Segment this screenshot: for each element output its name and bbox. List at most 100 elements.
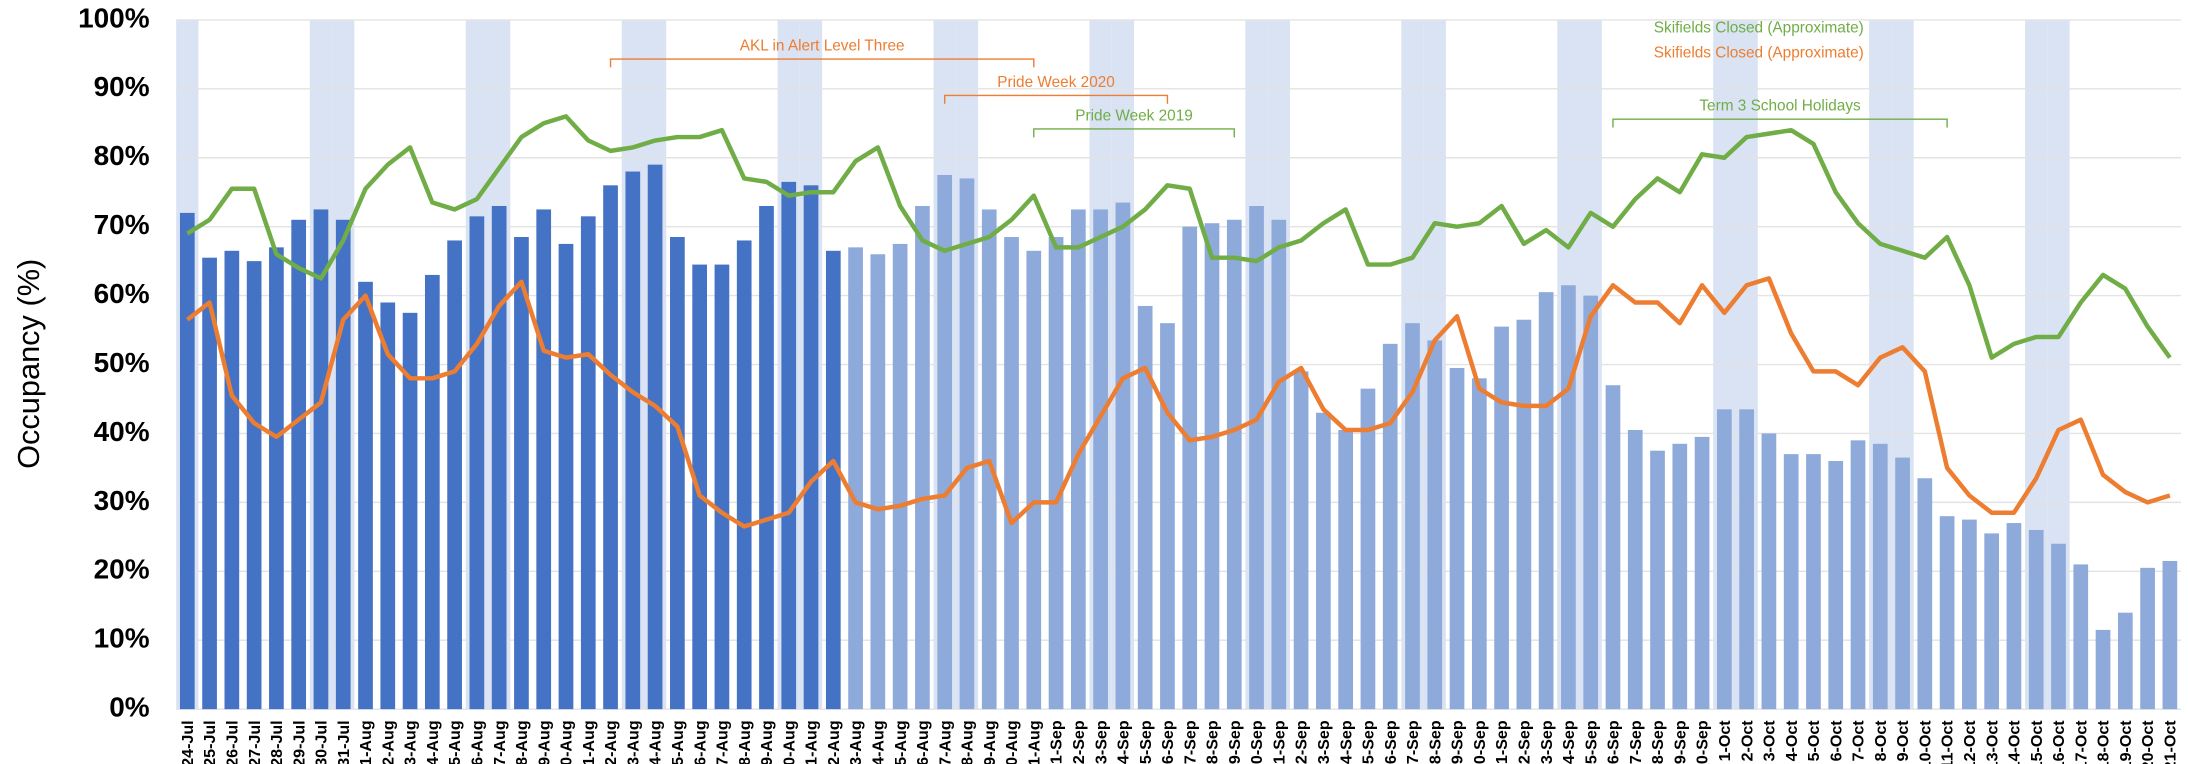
x-tick-label: 20-Sep bbox=[1471, 720, 1489, 764]
bar bbox=[1093, 209, 1108, 710]
x-tick-label: 5-Sep bbox=[1137, 720, 1155, 764]
bar bbox=[580, 216, 596, 710]
x-tick-label: 1-Sep bbox=[1048, 720, 1066, 764]
bar bbox=[1716, 409, 1732, 710]
x-tick-label: 19-Aug bbox=[758, 720, 776, 764]
bar bbox=[2006, 523, 2022, 710]
x-tick-label: 9-Sep bbox=[1226, 720, 1244, 764]
x-tick-label: 10-Sep bbox=[1248, 720, 1266, 764]
x-tick-label: 30-Aug bbox=[1003, 720, 1021, 764]
bar bbox=[469, 216, 485, 710]
x-tick-label: 2-Oct bbox=[1738, 720, 1756, 762]
bar bbox=[625, 171, 641, 710]
x-tick-label: 27-Sep bbox=[1627, 720, 1645, 764]
y-tick-label: 80% bbox=[94, 140, 150, 171]
x-tick-label: 3-Aug bbox=[402, 720, 420, 764]
bar bbox=[1182, 226, 1198, 710]
bar bbox=[1872, 443, 1888, 710]
x-tick-label: 26-Aug bbox=[914, 720, 932, 764]
bar bbox=[848, 247, 863, 710]
x-tick-label: 2-Aug bbox=[379, 720, 397, 764]
bar bbox=[1226, 219, 1242, 710]
x-tick-label: 8-Aug bbox=[513, 720, 531, 764]
x-tick-label: 18-Oct bbox=[2095, 720, 2113, 764]
bar bbox=[1271, 219, 1287, 710]
bar bbox=[1471, 378, 1487, 710]
bar bbox=[937, 174, 953, 710]
bar bbox=[1338, 430, 1354, 710]
bar bbox=[692, 264, 707, 710]
x-tick-label: 6-Sep bbox=[1159, 720, 1177, 764]
bar bbox=[2140, 567, 2155, 710]
x-tick-label: 29-Sep bbox=[1671, 720, 1689, 764]
x-tick-label: 19-Oct bbox=[2117, 720, 2135, 764]
y-tick-label: 20% bbox=[94, 554, 150, 585]
x-tick-label: 25-Aug bbox=[892, 720, 910, 764]
bar bbox=[1427, 340, 1443, 710]
x-tick-label: 21-Aug bbox=[803, 720, 821, 764]
bar bbox=[892, 243, 908, 710]
bar bbox=[1939, 516, 1955, 710]
bar bbox=[1917, 478, 1933, 710]
y-tick-label: 50% bbox=[94, 347, 150, 378]
y-tick-label: 10% bbox=[94, 623, 150, 654]
bar bbox=[1115, 202, 1131, 710]
bar bbox=[1249, 205, 1264, 710]
bar bbox=[1004, 237, 1019, 710]
bar bbox=[714, 264, 730, 710]
y-tick-label: 30% bbox=[94, 485, 150, 516]
bar bbox=[2051, 543, 2066, 710]
bracket-label: Pride Week 2020 bbox=[997, 74, 1115, 91]
bar bbox=[1739, 409, 1754, 710]
bar bbox=[447, 240, 462, 710]
bar bbox=[603, 185, 618, 710]
bar bbox=[358, 281, 373, 710]
x-tick-label: 22-Sep bbox=[1516, 720, 1534, 764]
x-tick-label: 11-Aug bbox=[580, 720, 598, 764]
x-tick-label: 1-Aug bbox=[357, 720, 375, 764]
bar bbox=[670, 237, 685, 710]
x-tick-label: 15-Sep bbox=[1360, 720, 1378, 764]
bar bbox=[1783, 454, 1799, 710]
bar bbox=[1204, 223, 1220, 710]
x-tick-label: 12-Sep bbox=[1293, 720, 1311, 764]
x-tick-label: 24-Sep bbox=[1560, 720, 1578, 764]
bar bbox=[202, 257, 217, 710]
bracket bbox=[1033, 128, 1235, 138]
x-tick-label: 13-Oct bbox=[1983, 720, 2001, 764]
x-tick-label: 26-Sep bbox=[1605, 720, 1623, 764]
bar bbox=[2028, 529, 2044, 710]
x-tick-label: 2-Sep bbox=[1070, 720, 1088, 764]
x-tick-label: 16-Aug bbox=[691, 720, 709, 764]
x-tick-label: 14-Aug bbox=[647, 720, 665, 764]
x-tick-label: 9-Oct bbox=[1894, 720, 1912, 762]
bar bbox=[1316, 412, 1331, 710]
bar bbox=[1048, 237, 1064, 710]
x-tick-label: 19-Sep bbox=[1449, 720, 1467, 764]
bar bbox=[1962, 519, 1977, 710]
line bbox=[186, 114, 2172, 360]
x-tick-label: 21-Sep bbox=[1493, 720, 1511, 764]
bar bbox=[335, 219, 351, 710]
x-tick-label: 25-Jul bbox=[201, 720, 219, 764]
x-tick-label: 28-Aug bbox=[959, 720, 977, 764]
x-tick-label: 20-Aug bbox=[780, 720, 798, 764]
x-tick-label: 15-Oct bbox=[2028, 720, 2046, 764]
x-tick-label: 14-Sep bbox=[1337, 720, 1355, 764]
x-tick-label: 23-Aug bbox=[847, 720, 865, 764]
y-tick-label: 60% bbox=[94, 278, 150, 309]
bar bbox=[1360, 388, 1376, 710]
bar bbox=[2117, 612, 2133, 710]
bar bbox=[536, 209, 552, 710]
bar bbox=[179, 212, 195, 710]
x-tick-label: 24-Aug bbox=[870, 720, 888, 764]
bar bbox=[781, 181, 797, 710]
x-tick-label: 13-Sep bbox=[1315, 720, 1333, 764]
bar bbox=[1293, 371, 1309, 710]
bar bbox=[803, 185, 819, 710]
bracket bbox=[1612, 118, 1948, 128]
bar bbox=[224, 250, 240, 710]
x-tick-label: 3-Sep bbox=[1092, 720, 1110, 764]
